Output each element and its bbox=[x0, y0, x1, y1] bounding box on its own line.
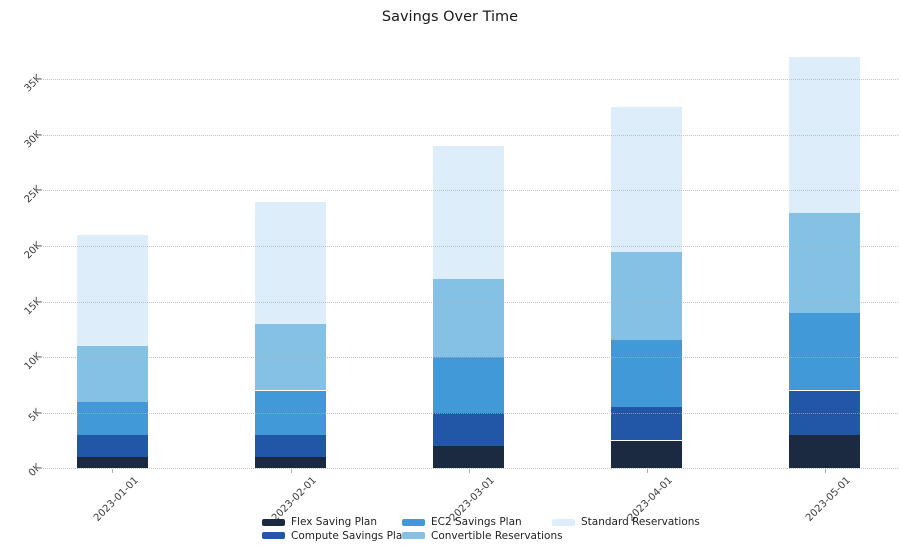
bar-segment-2023-02-01-standard-reservations[interactable] bbox=[255, 201, 326, 324]
bar-segment-2023-04-01-standard-reservations[interactable] bbox=[611, 107, 682, 252]
legend-item-convertible-reservations[interactable]: Convertible Reservations bbox=[402, 530, 563, 542]
bar-segment-2023-04-01-ec2-savings-plan[interactable] bbox=[611, 340, 682, 408]
bar-segment-2023-01-01-standard-reservations[interactable] bbox=[76, 234, 148, 347]
y-tick-label-0k: 0K bbox=[26, 462, 44, 480]
x-tick-label-2023-05-01: 2023-05-01 bbox=[804, 475, 854, 524]
x-tick-2023-02-01 bbox=[290, 469, 292, 473]
y-tick-label-20k: 20K bbox=[22, 240, 44, 262]
x-tick-2023-03-01 bbox=[468, 469, 470, 473]
x-tick-2023-05-01 bbox=[824, 469, 826, 473]
bar-segment-2023-05-01-compute-savings-plan[interactable] bbox=[789, 390, 860, 435]
x-tick-2023-04-01 bbox=[646, 469, 648, 473]
bar-segment-2023-02-01-flex-saving-plan[interactable] bbox=[255, 457, 326, 469]
legend-item-compute-savings-plan[interactable]: Compute Savings Plan bbox=[262, 530, 409, 542]
legend-swatch-convertible-reservations bbox=[402, 532, 425, 539]
bar-segment-2023-01-01-convertible-reservations[interactable] bbox=[76, 346, 148, 402]
gridline-30k bbox=[35, 134, 898, 136]
legend-swatch-ec2-savings-plan bbox=[402, 518, 425, 526]
y-tick-label-5k: 5K bbox=[26, 406, 44, 424]
x-tick-2023-01-01 bbox=[112, 469, 113, 473]
legend-item-standard-reservations[interactable]: Standard Reservations bbox=[552, 516, 700, 528]
legend-label-flex-saving-plan: Flex Saving Plan bbox=[291, 516, 378, 528]
legend-label-compute-savings-plan: Compute Savings Plan bbox=[291, 529, 409, 542]
y-tick-label-30k: 30K bbox=[22, 128, 44, 151]
bar-segment-2023-02-01-ec2-savings-plan[interactable] bbox=[255, 390, 326, 435]
x-tick-label-2023-01-01: 2023-01-01 bbox=[91, 475, 141, 524]
legend-label-ec2-savings-plan: EC2 Savings Plan bbox=[431, 516, 522, 528]
bar-segment-2023-03-01-standard-reservations[interactable] bbox=[433, 145, 504, 280]
legend-label-convertible-reservations: Convertible Reservations bbox=[431, 529, 563, 542]
bar-segment-2023-02-01-convertible-reservations[interactable] bbox=[255, 323, 326, 391]
legend-item-ec2-savings-plan[interactable]: EC2 Savings Plan bbox=[402, 516, 522, 528]
bar-segment-2023-05-01-ec2-savings-plan[interactable] bbox=[789, 312, 860, 391]
y-tick-label-35k: 35K bbox=[22, 73, 44, 95]
legend-swatch-compute-savings-plan bbox=[262, 532, 285, 539]
y-tick-label-15k: 15K bbox=[22, 295, 44, 318]
bar-segment-2023-05-01-standard-reservations[interactable] bbox=[789, 57, 860, 213]
gridline-35k bbox=[35, 79, 898, 81]
bar-segment-2023-01-01-flex-saving-plan[interactable] bbox=[76, 457, 148, 469]
chart-title: Savings Over Time bbox=[381, 9, 519, 25]
bar-segment-2023-04-01-compute-savings-plan[interactable] bbox=[611, 407, 682, 441]
bar-segment-2023-03-01-flex-saving-plan[interactable] bbox=[433, 446, 504, 469]
bar-segment-2023-03-01-ec2-savings-plan[interactable] bbox=[433, 357, 504, 413]
legend-label-standard-reservations: Standard Reservations bbox=[581, 516, 700, 528]
bar-segment-2023-01-01-compute-savings-plan[interactable] bbox=[76, 434, 148, 458]
bar-segment-2023-01-01-ec2-savings-plan[interactable] bbox=[76, 401, 148, 435]
gridline-0k bbox=[35, 468, 898, 470]
bar-segment-2023-05-01-convertible-reservations[interactable] bbox=[789, 212, 860, 313]
y-tick-label-10k: 10K bbox=[22, 351, 44, 373]
bar-segment-2023-04-01-convertible-reservations[interactable] bbox=[611, 251, 682, 341]
y-tick-label-25k: 25K bbox=[22, 184, 44, 206]
legend-swatch-standard-reservations bbox=[552, 518, 575, 526]
bar-segment-2023-02-01-compute-savings-plan[interactable] bbox=[255, 434, 326, 458]
bar-segment-2023-05-01-flex-saving-plan[interactable] bbox=[789, 434, 860, 469]
legend-item-flex-saving-plan[interactable]: Flex Saving Plan bbox=[262, 516, 377, 528]
bar-segment-2023-04-01-flex-saving-plan[interactable] bbox=[611, 440, 682, 469]
bar-segment-2023-03-01-convertible-reservations[interactable] bbox=[433, 279, 504, 358]
bar-segment-2023-03-01-compute-savings-plan[interactable] bbox=[433, 412, 504, 447]
legend-swatch-flex-saving-plan bbox=[262, 518, 285, 526]
